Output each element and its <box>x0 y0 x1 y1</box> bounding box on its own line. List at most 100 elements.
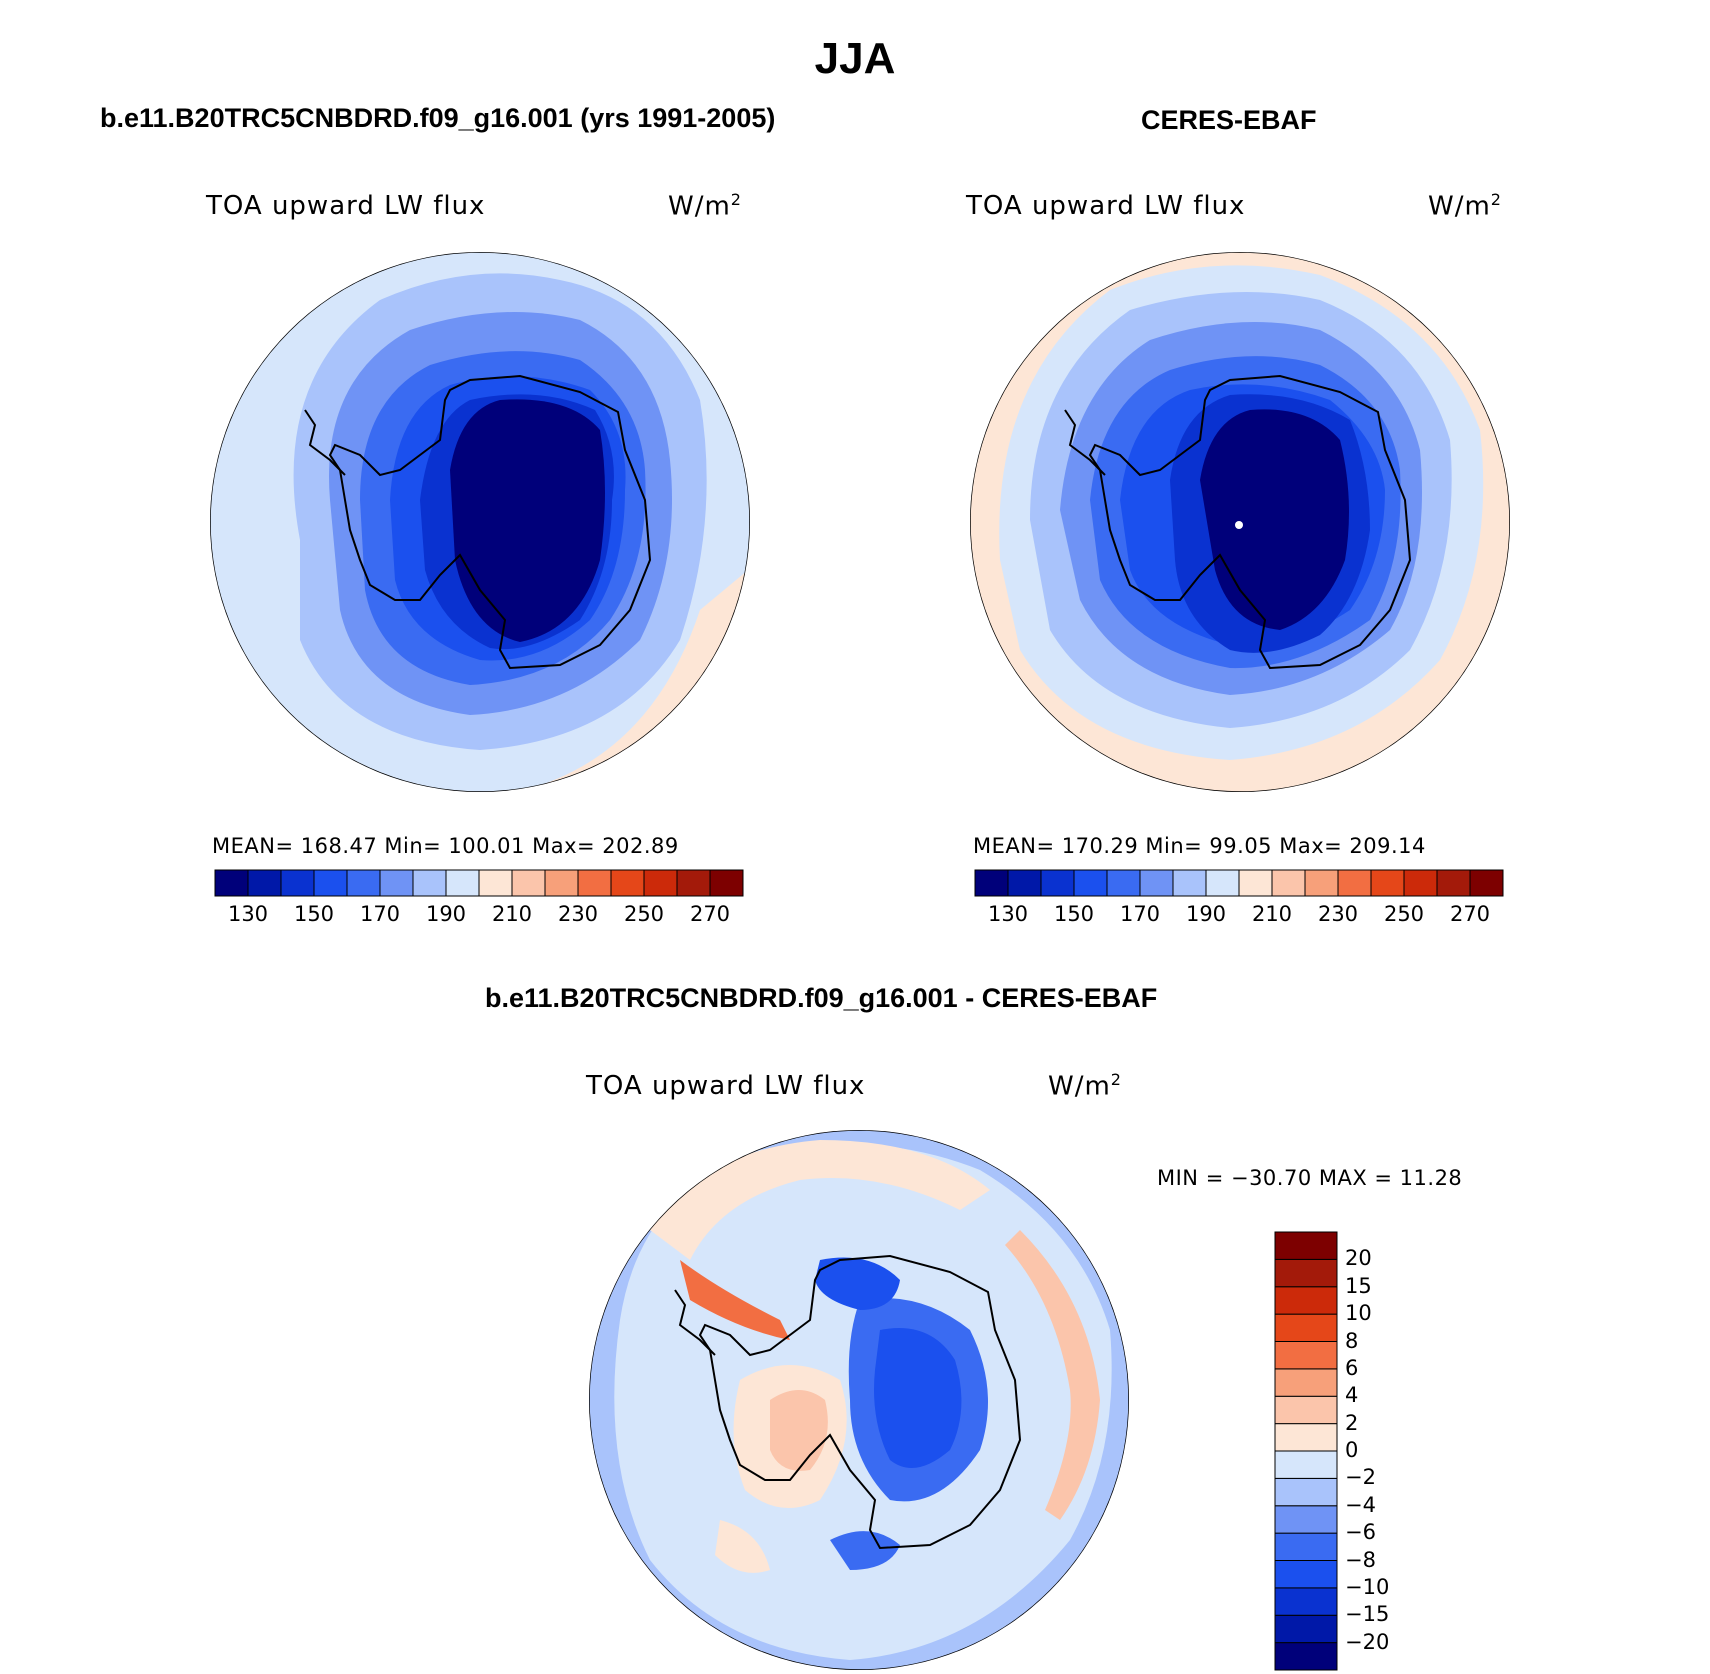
colorbar-diff-swatch <box>1274 1231 1338 1260</box>
variable-label-obs: TOA upward LW flux <box>966 191 1246 221</box>
colorbar-obs-swatch <box>1436 869 1471 897</box>
panel-title-model: b.e11.B20TRC5CNBDRD.f09_g16.001 (yrs 199… <box>100 103 776 133</box>
colorbar-diff-swatch <box>1274 1477 1338 1507</box>
colorbar-diff-swatch <box>1274 1258 1338 1288</box>
colorbar-obs-tick-label: 130 <box>987 902 1029 926</box>
colorbar-diff-tick-label: 4 <box>1345 1383 1359 1408</box>
colorbar-diff-swatch <box>1274 1560 1338 1589</box>
colorbar-diff-tick-label: 15 <box>1345 1273 1372 1298</box>
stats-model: MEAN= 168.47 Min= 100.01 Max= 202.89 <box>212 834 679 858</box>
colorbar-model-swatch <box>478 869 513 897</box>
colorbar-diff-swatch <box>1274 1587 1338 1616</box>
colorbar-diff-swatch <box>1274 1614 1338 1644</box>
colorbar-diff-tick-label: −6 <box>1345 1520 1376 1545</box>
colorbar-obs-swatch <box>1370 869 1405 897</box>
colorbar-obs-swatch <box>1172 869 1207 897</box>
colorbar-obs-tick-label: 210 <box>1251 902 1293 926</box>
colorbar-model-swatch <box>280 869 315 897</box>
colorbar-obs-swatch <box>1238 869 1273 897</box>
colorbar-diff-swatch <box>1274 1313 1338 1342</box>
colorbar-obs-swatch <box>1073 869 1108 897</box>
colorbar-model-swatch <box>577 869 612 897</box>
colorbar-model-swatch <box>379 869 414 897</box>
colorbar-diff-tick-label: −4 <box>1345 1492 1376 1517</box>
colorbar-diff-swatch <box>1274 1505 1338 1534</box>
stats-diff: MIN = −30.70 MAX = 11.28 <box>1157 1166 1463 1190</box>
colorbar-model-swatch <box>445 869 480 897</box>
colorbar-model-tick-label: 170 <box>359 902 401 926</box>
polar-map-obs <box>970 252 1510 792</box>
colorbar-diff-swatch <box>1274 1341 1338 1370</box>
colorbar-diff-swatch <box>1274 1532 1338 1561</box>
colorbar-model-tick-label: 250 <box>623 902 665 926</box>
polar-map-model <box>210 252 750 792</box>
colorbar-model-tick-label: 150 <box>293 902 335 926</box>
colorbar-model-tick-label: 130 <box>227 902 269 926</box>
colorbar-diff-tick-label: 6 <box>1345 1355 1359 1380</box>
colorbar-model-tick-label: 190 <box>425 902 467 926</box>
colorbar-diff-tick-label: 2 <box>1345 1410 1359 1435</box>
colorbar-diff <box>1274 1231 1338 1671</box>
colorbar-model-swatch <box>709 869 744 897</box>
units-label-model: W/m2 <box>668 190 742 222</box>
colorbar-model <box>214 869 744 897</box>
coastline-obs <box>1088 374 1412 670</box>
colorbar-obs-swatch <box>1205 869 1240 897</box>
colorbar-obs-swatch <box>1469 869 1504 897</box>
colorbar-obs-swatch <box>1403 869 1438 897</box>
colorbar-diff-swatch <box>1274 1368 1338 1397</box>
colorbar-model-swatch <box>544 869 579 897</box>
coastline-model <box>328 374 652 670</box>
colorbar-model-swatch <box>214 869 249 897</box>
colorbar-model-swatch <box>676 869 711 897</box>
colorbar-obs <box>974 869 1504 897</box>
colorbar-diff-tick-label: 20 <box>1345 1246 1372 1271</box>
colorbar-model-swatch <box>346 869 381 897</box>
colorbar-model-tick-label: 210 <box>491 902 533 926</box>
variable-label-model: TOA upward LW flux <box>206 191 486 221</box>
colorbar-model-swatch <box>643 869 678 897</box>
colorbar-diff-tick-label: 10 <box>1345 1301 1372 1326</box>
units-label-obs: W/m2 <box>1428 190 1502 222</box>
colorbar-diff-swatch <box>1274 1642 1338 1671</box>
colorbar-obs-tick-label: 170 <box>1119 902 1161 926</box>
colorbar-model-swatch <box>511 869 546 897</box>
units-label-diff: W/m2 <box>1048 1070 1122 1102</box>
colorbar-obs-tick-label: 250 <box>1383 902 1425 926</box>
colorbar-diff-tick-label: −2 <box>1345 1465 1376 1490</box>
colorbar-model-tick-label: 270 <box>689 902 731 926</box>
colorbar-obs-tick-label: 150 <box>1053 902 1095 926</box>
colorbar-obs-tick-label: 230 <box>1317 902 1359 926</box>
panel-title-diff: b.e11.B20TRC5CNBDRD.f09_g16.001 - CERES-… <box>485 983 1158 1013</box>
colorbar-diff-swatch <box>1274 1395 1338 1425</box>
colorbar-obs-swatch <box>1337 869 1372 897</box>
stats-obs: MEAN= 170.29 Min= 99.05 Max= 209.14 <box>973 834 1426 858</box>
colorbar-obs-swatch <box>974 869 1009 897</box>
colorbar-diff-tick-label: −15 <box>1345 1602 1390 1627</box>
colorbar-obs-swatch <box>1040 869 1075 897</box>
panel-title-obs: CERES-EBAF <box>1141 105 1317 135</box>
colorbar-obs-swatch <box>1106 869 1141 897</box>
variable-label-diff: TOA upward LW flux <box>586 1071 866 1101</box>
colorbar-model-swatch <box>412 869 447 897</box>
colorbar-obs-swatch <box>1304 869 1339 897</box>
colorbar-diff-swatch <box>1274 1286 1338 1315</box>
colorbar-model-swatch <box>313 869 348 897</box>
colorbar-diff-swatch <box>1274 1450 1338 1479</box>
colorbar-model-swatch <box>610 869 645 897</box>
colorbar-diff-tick-label: 0 <box>1345 1438 1359 1462</box>
coastline-diff <box>698 1254 1022 1550</box>
colorbar-diff-tick-label: −8 <box>1345 1547 1376 1572</box>
colorbar-obs-tick-label: 270 <box>1449 902 1491 926</box>
colorbar-obs-swatch <box>1007 869 1042 897</box>
colorbar-diff-swatch <box>1274 1423 1338 1452</box>
colorbar-diff-tick-label: −10 <box>1345 1574 1390 1599</box>
colorbar-diff-tick-label: 8 <box>1345 1328 1359 1353</box>
colorbar-obs-tick-label: 190 <box>1185 902 1227 926</box>
colorbar-obs-swatch <box>1271 869 1306 897</box>
figure-title: JJA <box>814 34 896 83</box>
colorbar-model-tick-label: 230 <box>557 902 599 926</box>
colorbar-diff-tick-label: −20 <box>1345 1629 1390 1654</box>
colorbar-model-swatch <box>247 869 282 897</box>
